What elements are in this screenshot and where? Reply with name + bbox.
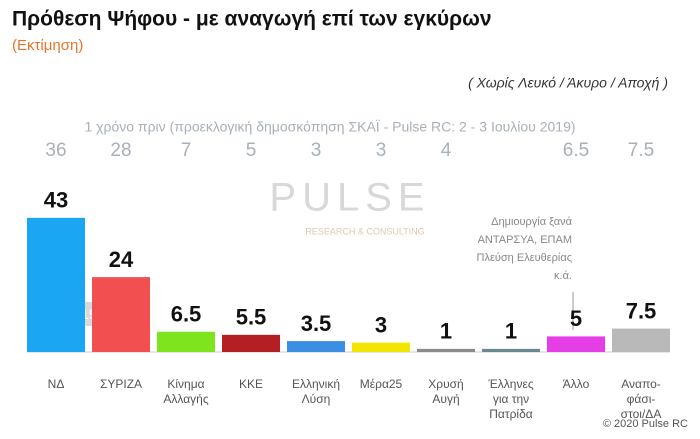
x-tick-label: ΣΥΡΙΖΑ [100,377,142,391]
value-label: 3 [375,312,387,337]
note: ( Χωρίς Λευκό / Άκυρο / Αποχή ) [468,75,668,91]
bar [157,331,215,352]
bar [287,341,345,352]
x-tick-label: Χρυσή Αυγή [428,377,463,406]
previous-value: 3 [376,140,387,161]
x-tick-label: ΚΚΕ [239,377,263,391]
x-tick-label: Αναπο-φάσι-στοι/ΔΑ [621,377,662,421]
previous-label: 1 χρόνο πριν (προεκλογική δημοσκόπηση ΣΚ… [84,119,575,135]
bar [352,342,410,352]
chart-title: Πρόθεση Ψήφου - με αναγωγή επί των εγκύρ… [12,8,492,31]
logo-sub: RESEARCH & CONSULTING [305,226,424,236]
x-tick-label: Έλληνες για την Πατρίδα [487,377,533,421]
bar [27,217,85,352]
x-tick-label: Μέρα25 [360,377,403,391]
annotation: ΑΝΤΑΡΣΥΑ, ΕΠΑΜ [478,234,572,246]
copyright: © 2020 Pulse RC [603,418,688,430]
x-tick-label: Κίνημα Αλλαγής [163,377,208,406]
previous-value: 7 [181,140,192,161]
previous-value: 6.5 [563,140,589,161]
value-label: 5 [570,306,582,331]
x-tick-label: ΝΔ [48,377,65,391]
previous-value: 7.5 [628,140,654,161]
previous-value: 36 [45,140,66,161]
x-tick-label: Άλλο [563,377,590,391]
value-label: 7.5 [626,298,657,323]
x-tick-label: Ελληνική Λύση [292,377,340,406]
value-label: 6.5 [171,302,202,327]
previous-value: 28 [110,140,131,161]
annotation: Δημιουργία ξανά [491,216,572,228]
logo: PULSE [269,176,430,220]
value-label: 5.5 [236,305,267,330]
value-label: 1 [440,319,452,344]
value-label: 1 [505,319,517,344]
bar [612,328,670,352]
annotation: Πλεύση Ελευθερίας [477,252,572,264]
value-label: 43 [44,188,68,213]
annotation: κ.ά. [554,270,572,282]
previous-value: 3 [311,140,322,161]
bar [482,348,540,352]
bar [222,334,280,352]
value-label: 24 [109,247,134,272]
bar [547,336,605,352]
chart-subtitle: (Εκτίμηση) [12,37,83,54]
previous-value: 4 [441,140,452,161]
bar [417,348,475,352]
value-label: 3.5 [301,311,332,336]
previous-value: 5 [246,140,257,161]
bar [92,277,150,352]
